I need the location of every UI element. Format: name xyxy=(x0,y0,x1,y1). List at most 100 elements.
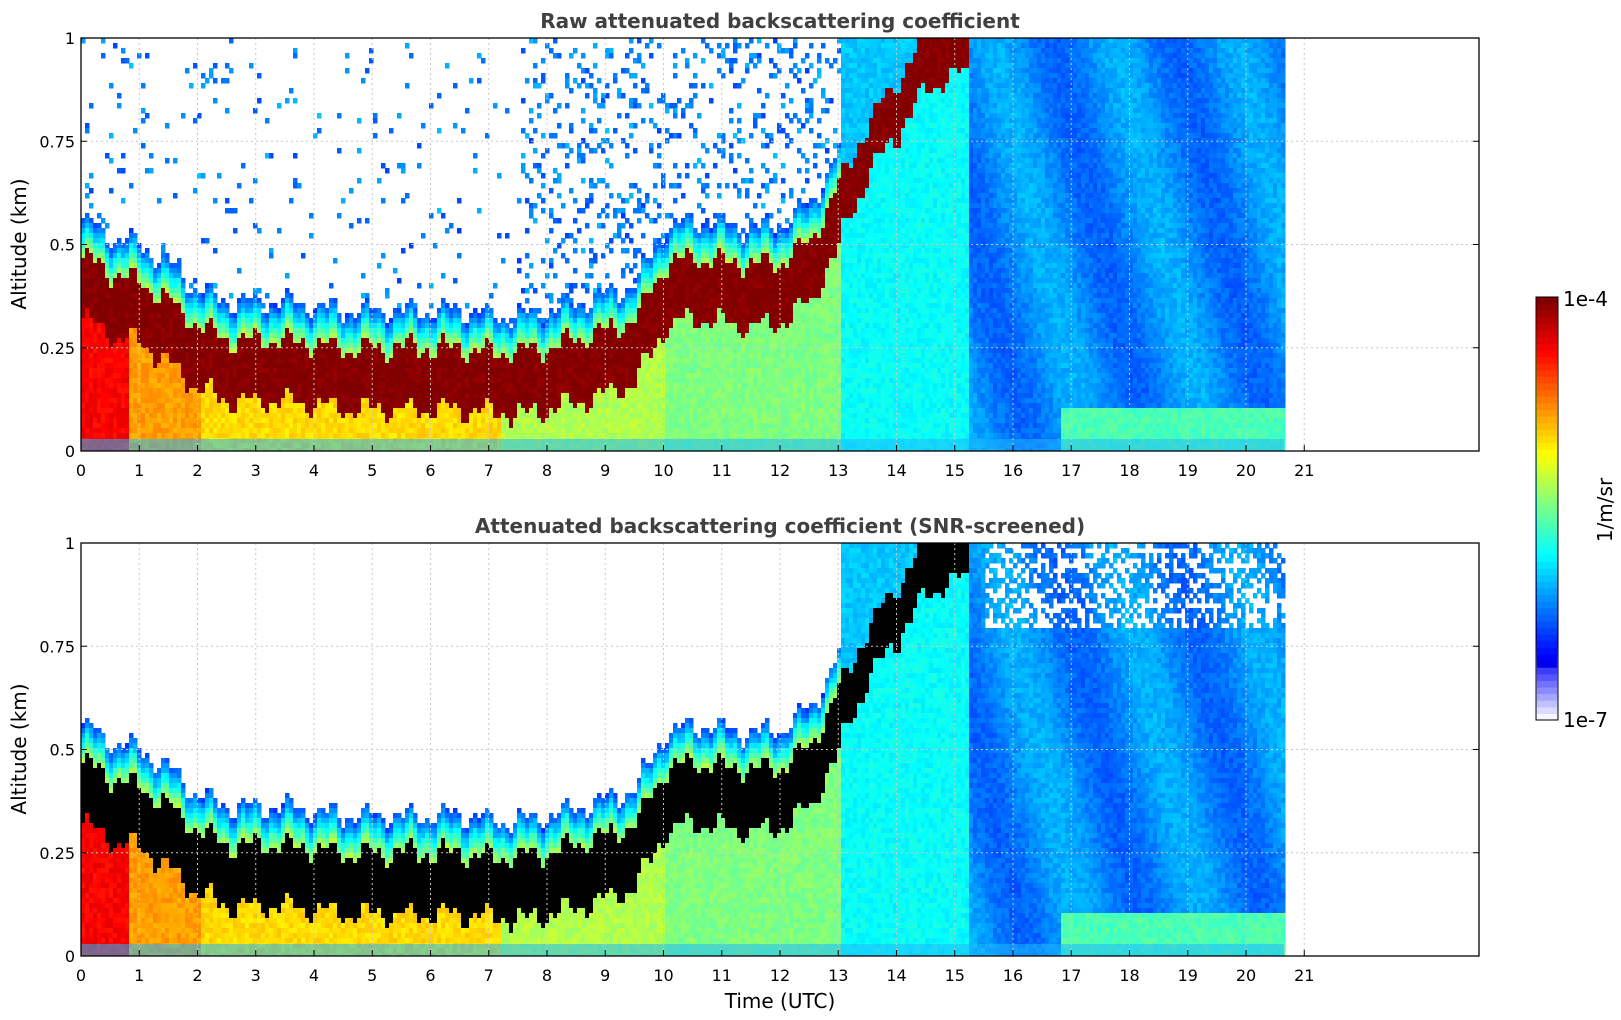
heatmap-cell xyxy=(629,123,634,129)
heatmap-cell xyxy=(153,268,158,274)
heatmap-cell xyxy=(393,363,398,369)
heatmap-cell xyxy=(617,328,622,334)
heatmap-cell xyxy=(317,303,322,309)
heatmap-cell xyxy=(297,318,302,324)
heatmap-cell xyxy=(601,348,606,354)
heatmap-cell xyxy=(81,433,86,439)
heatmap-cell xyxy=(153,318,158,324)
heatmap-cell xyxy=(201,363,206,369)
heatmap-cell xyxy=(145,313,150,319)
heatmap-cell xyxy=(605,338,610,344)
heatmap-cell xyxy=(437,313,442,319)
heatmap-cell xyxy=(341,333,346,339)
heatmap-cell xyxy=(293,363,298,369)
heatmap-cell xyxy=(341,198,346,204)
heatmap-cell xyxy=(317,113,322,119)
heatmap-cell xyxy=(409,428,414,434)
heatmap-cell xyxy=(441,298,446,304)
heatmap-cell xyxy=(349,413,354,419)
heatmap-cell xyxy=(533,393,538,399)
heatmap-cell xyxy=(125,308,130,314)
heatmap-cell xyxy=(125,358,130,364)
heatmap-cell xyxy=(429,398,434,404)
heatmap-cell xyxy=(493,338,498,344)
heatmap-cell xyxy=(577,353,582,359)
heatmap-cell xyxy=(165,318,170,324)
heatmap-cell xyxy=(113,413,118,419)
heatmap-cell xyxy=(473,373,478,379)
heatmap-cell xyxy=(545,423,550,429)
heatmap-cell xyxy=(85,333,90,339)
heatmap-cell xyxy=(253,383,258,389)
heatmap-cell xyxy=(573,408,578,414)
heatmap-cell xyxy=(149,398,154,404)
heatmap-cell xyxy=(89,173,94,179)
heatmap-cell xyxy=(353,428,358,434)
heatmap-cell xyxy=(421,328,426,334)
heatmap-cell xyxy=(89,283,94,289)
heatmap-cell xyxy=(445,398,450,404)
heatmap-cell xyxy=(229,338,234,344)
heatmap-cell xyxy=(517,258,522,264)
heatmap-cell xyxy=(377,388,382,394)
heatmap-cell xyxy=(577,333,582,339)
heatmap-cell xyxy=(209,338,214,344)
heatmap-cell xyxy=(145,388,150,394)
heatmap-cell xyxy=(353,398,358,404)
heatmap-cell xyxy=(229,428,234,434)
heatmap-cell xyxy=(253,323,258,329)
heatmap-cell xyxy=(109,338,114,344)
heatmap-cell xyxy=(321,368,326,374)
heatmap-cell xyxy=(569,313,574,319)
heatmap-cell xyxy=(405,328,410,334)
heatmap-cell xyxy=(269,308,274,314)
heatmap-cell xyxy=(361,428,366,434)
heatmap-cell xyxy=(561,418,566,424)
heatmap-cell xyxy=(121,398,126,404)
heatmap-cell xyxy=(509,348,514,354)
heatmap-cell xyxy=(233,313,238,319)
heatmap-cell xyxy=(221,353,226,359)
heatmap-cell xyxy=(453,323,458,329)
heatmap-cell xyxy=(89,258,94,264)
heatmap-cell xyxy=(81,303,86,309)
heatmap-cell xyxy=(121,283,126,289)
heatmap-cell xyxy=(105,408,110,414)
heatmap-cell xyxy=(153,388,158,394)
heatmap-cell xyxy=(545,333,550,339)
heatmap-cell xyxy=(241,368,246,374)
heatmap-cell xyxy=(129,268,134,274)
heatmap-cell xyxy=(569,413,574,419)
heatmap-cell xyxy=(573,218,578,224)
heatmap-cell xyxy=(281,308,286,314)
heatmap-cell xyxy=(413,353,418,359)
heatmap-cell xyxy=(125,403,130,409)
heatmap-cell xyxy=(157,383,162,389)
heatmap-cell xyxy=(329,433,334,439)
heatmap-cell xyxy=(541,173,546,179)
heatmap-cell xyxy=(213,303,218,309)
heatmap-cell xyxy=(517,333,522,339)
heatmap-cell xyxy=(221,333,226,339)
heatmap-cell xyxy=(533,368,538,374)
heatmap-cell xyxy=(589,378,594,384)
heatmap-cell xyxy=(361,343,366,349)
heatmap-cell xyxy=(265,153,270,159)
heatmap-cell xyxy=(141,433,146,439)
heatmap-cell xyxy=(289,343,294,349)
heatmap-cell xyxy=(553,333,558,339)
heatmap-cell xyxy=(349,423,354,429)
heatmap-cell xyxy=(581,283,586,289)
heatmap-cell xyxy=(169,373,174,379)
heatmap-cell xyxy=(605,183,610,189)
heatmap-cell xyxy=(125,393,130,399)
heatmap-cell xyxy=(193,353,198,359)
heatmap-cell xyxy=(205,318,210,324)
heatmap-cell xyxy=(85,373,90,379)
heatmap-cell xyxy=(309,368,314,374)
heatmap-cell xyxy=(81,333,86,339)
heatmap-cell xyxy=(109,428,114,434)
heatmap-cell xyxy=(533,378,538,384)
heatmap-cell xyxy=(277,348,282,354)
heatmap-cell xyxy=(161,398,166,404)
